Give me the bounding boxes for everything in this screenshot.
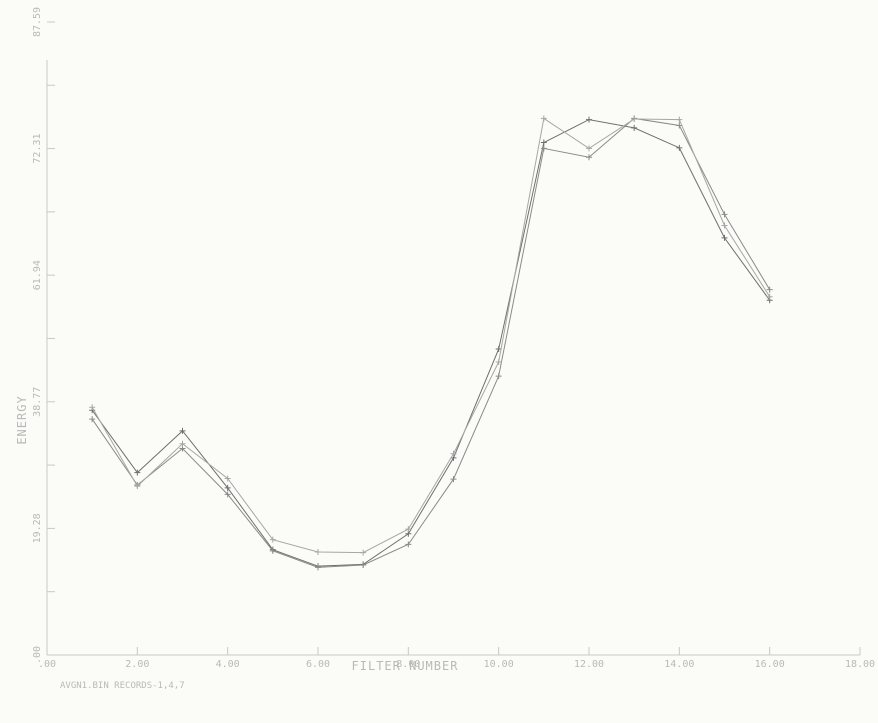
data-point-marker [315, 549, 321, 556]
data-point-marker [586, 154, 592, 161]
data-point-marker [134, 469, 141, 476]
data-point-marker [179, 427, 186, 434]
x-tick-label: 16.00 [755, 659, 785, 670]
series-line [91, 117, 771, 568]
data-point-marker [269, 547, 276, 554]
data-point-marker [405, 526, 412, 533]
data-point-marker [721, 211, 728, 218]
data-point-marker [495, 359, 502, 366]
x-axis-title: FILTER NUMBER [352, 659, 459, 673]
data-point-marker [766, 293, 773, 300]
footer-caption: AVGN1.BIN RECORDS-1,4,7 [60, 681, 185, 691]
x-tick-label: 12.00 [574, 659, 604, 670]
series-line [91, 119, 771, 567]
y-tick-label: .00 [32, 646, 43, 664]
data-point-marker [540, 145, 547, 152]
data-point-marker [315, 564, 321, 571]
x-tick-label: 4.00 [216, 659, 240, 670]
data-point-marker [405, 541, 412, 548]
y-tick-label: 38.77 [32, 387, 43, 417]
y-axis-title: ENERGY [15, 395, 29, 444]
data-point-marker [495, 373, 502, 380]
data-point-marker [450, 450, 457, 457]
data-point-marker [224, 484, 231, 491]
data-point-marker [586, 145, 592, 152]
data-point-marker [540, 139, 547, 146]
data-point-marker [676, 144, 683, 151]
y-tick-label: 61.94 [32, 260, 43, 290]
series-group [89, 115, 773, 571]
x-tick-label: 10.00 [484, 659, 514, 670]
data-point-marker [224, 491, 231, 498]
x-tick-label: 6.00 [306, 659, 330, 670]
x-tick-label: .00 [38, 659, 56, 670]
y-tick-label: 19.28 [32, 513, 43, 543]
data-point-marker [721, 234, 728, 241]
data-point-marker [224, 475, 231, 482]
data-point-marker [450, 476, 457, 483]
x-axis-ticks: .00 2.00 4.00 6.00 8.00 10.00 12.00 14.00 16.00 1… [38, 647, 875, 670]
data-point-marker [89, 404, 96, 411]
data-point-marker [540, 115, 547, 122]
data-point-marker [586, 116, 592, 123]
x-tick-label: 8.00 [396, 659, 420, 670]
data-point-marker [89, 416, 96, 423]
y-axis-ticks: .00 19.28 38.77 61.94 72.31 87.59 [32, 7, 55, 664]
data-point-marker [676, 116, 683, 123]
data-point-marker [360, 561, 367, 568]
x-tick-label: 14.00 [664, 659, 694, 670]
x-tick-label: 18.00 [845, 659, 875, 670]
series-line [91, 117, 771, 554]
data-point-marker [631, 124, 638, 131]
x-tick-label: 2.00 [125, 659, 149, 670]
data-point-marker [631, 116, 638, 123]
data-point-marker [269, 536, 276, 543]
y-tick-label: 87.59 [32, 7, 43, 37]
data-point-marker [360, 549, 367, 556]
data-point-marker [179, 440, 186, 447]
y-tick-label: 72.31 [32, 133, 43, 163]
data-point-marker [134, 483, 141, 490]
data-point-marker [766, 286, 773, 293]
data-point-marker [721, 222, 728, 229]
